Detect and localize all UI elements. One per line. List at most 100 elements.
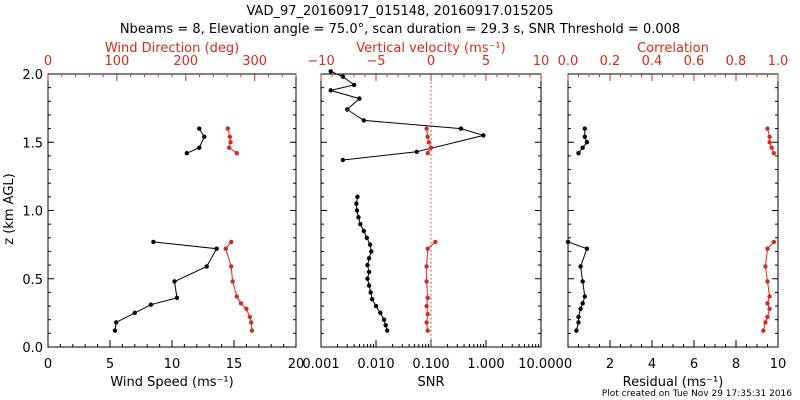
series-line: [114, 128, 218, 331]
top-tick-label: 200: [173, 54, 198, 69]
data-point: [425, 312, 430, 317]
top-tick-label: 0.2: [600, 54, 621, 69]
data-point: [771, 239, 776, 245]
data-point: [425, 246, 430, 251]
plot-frame: [47, 73, 297, 348]
data-point: [765, 279, 770, 284]
data-point: [582, 126, 587, 131]
data-point: [769, 145, 774, 150]
data-point: [361, 118, 366, 123]
data-point: [184, 150, 190, 156]
data-point: [767, 306, 772, 311]
data-point: [576, 320, 581, 325]
data-point: [223, 246, 228, 251]
data-point: [234, 294, 239, 299]
figure-subtitle: Nbeams = 8, Elevation angle = 75.0°, sca…: [120, 22, 680, 37]
x-tick-label: 20: [288, 357, 305, 372]
data-point: [425, 328, 430, 333]
plot-frame: [567, 73, 779, 348]
y-tick-label: 1.5: [22, 136, 43, 151]
data-point: [366, 256, 372, 261]
data-point: [580, 279, 585, 284]
series-line: [762, 128, 775, 331]
data-point: [340, 74, 346, 79]
data-point: [345, 107, 350, 112]
data-point: [763, 264, 768, 269]
data-point: [351, 82, 357, 88]
y-tick-label: 2.0: [22, 68, 43, 83]
data-point: [238, 301, 244, 306]
data-point: [354, 208, 360, 213]
data-point: [364, 235, 369, 240]
series-line: [355, 196, 388, 331]
data-point: [458, 126, 464, 131]
figure-title: VAD_97_20160917_015148, 20160917.015205: [247, 4, 554, 19]
data-point: [481, 133, 486, 138]
x-tick-label: 0: [44, 357, 52, 372]
data-point: [578, 306, 583, 311]
top-tick-label: −10: [307, 54, 334, 69]
data-point: [202, 134, 207, 139]
y-tick-label: 0.5: [22, 273, 43, 288]
data-point: [763, 320, 768, 325]
data-point: [767, 134, 772, 139]
top-tick-label: 0.6: [684, 54, 705, 69]
data-point: [765, 301, 770, 306]
x-tick-label: 0.010: [357, 357, 394, 372]
top-tick-label: 5: [482, 54, 490, 69]
x-tick-label: 0.100: [412, 357, 449, 372]
data-point: [197, 145, 202, 150]
data-point: [227, 134, 233, 139]
data-point: [378, 310, 383, 316]
data-point: [148, 302, 154, 307]
x-tick-label: 0.001: [302, 357, 339, 372]
series-line: [225, 128, 253, 331]
data-point: [765, 246, 770, 251]
data-point: [373, 303, 379, 309]
data-point: [424, 303, 429, 309]
data-point: [424, 279, 429, 284]
data-point: [355, 194, 360, 200]
data-point: [368, 290, 373, 295]
y-axis-label: z (km AGL): [2, 173, 17, 244]
plot-created-note: Plot created on Tue Nov 29 17:35:31 2016: [602, 389, 792, 399]
x-axis-title: Wind Speed (ms⁻¹): [110, 375, 233, 390]
data-point: [367, 242, 373, 247]
data-point: [132, 310, 137, 316]
top-tick-label: 0.8: [726, 54, 747, 69]
data-point: [357, 96, 362, 101]
data-point: [197, 126, 202, 131]
data-point: [365, 262, 370, 268]
data-point: [578, 264, 583, 269]
data-point: [354, 201, 359, 206]
data-point: [230, 279, 235, 284]
data-point: [244, 306, 249, 311]
data-point: [424, 126, 429, 131]
data-point: [229, 239, 234, 245]
data-point: [112, 328, 118, 333]
data-point: [576, 150, 581, 156]
data-point: [576, 314, 581, 320]
data-point: [361, 228, 366, 234]
top-axis-title: Vertical velocity (ms⁻¹): [356, 41, 505, 56]
data-point: [114, 320, 119, 325]
data-point: [366, 269, 372, 275]
data-point: [328, 69, 333, 74]
x-tick-label: 10: [770, 357, 787, 372]
data-point: [428, 145, 434, 150]
data-point: [229, 264, 234, 269]
top-tick-label: 0.0: [558, 54, 579, 69]
data-point: [761, 328, 766, 333]
data-point: [580, 301, 585, 306]
data-point: [369, 249, 374, 254]
top-tick-label: −5: [366, 54, 385, 69]
data-point: [582, 134, 587, 139]
top-tick-label: 100: [104, 54, 129, 69]
data-point: [385, 328, 390, 333]
data-point: [151, 239, 156, 245]
data-point: [247, 314, 253, 320]
data-point: [433, 239, 438, 245]
x-axis-title: SNR: [417, 375, 444, 390]
data-point: [383, 322, 388, 328]
